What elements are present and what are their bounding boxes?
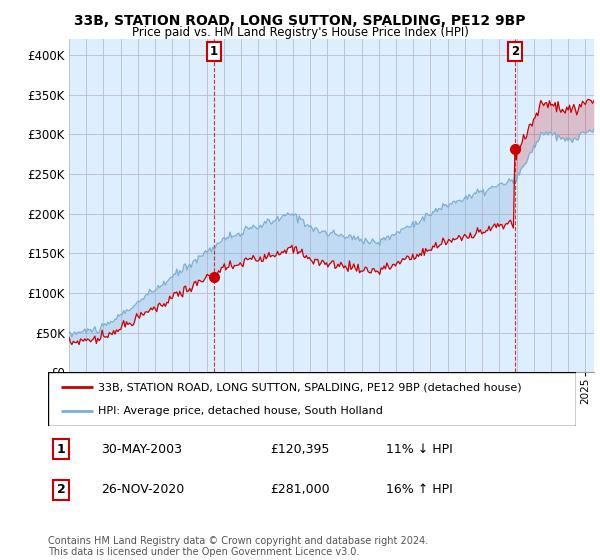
Text: 1: 1 xyxy=(57,442,65,456)
Text: 1: 1 xyxy=(209,45,218,58)
Text: £281,000: £281,000 xyxy=(270,483,329,496)
Text: 26-NOV-2020: 26-NOV-2020 xyxy=(101,483,184,496)
Text: 16% ↑ HPI: 16% ↑ HPI xyxy=(386,483,452,496)
Text: £120,395: £120,395 xyxy=(270,442,329,456)
Text: 33B, STATION ROAD, LONG SUTTON, SPALDING, PE12 9BP (detached house): 33B, STATION ROAD, LONG SUTTON, SPALDING… xyxy=(98,382,522,393)
Text: 2: 2 xyxy=(57,483,65,496)
Text: HPI: Average price, detached house, South Holland: HPI: Average price, detached house, Sout… xyxy=(98,405,383,416)
Text: 11% ↓ HPI: 11% ↓ HPI xyxy=(386,442,452,456)
Text: 2: 2 xyxy=(511,45,519,58)
Text: 33B, STATION ROAD, LONG SUTTON, SPALDING, PE12 9BP: 33B, STATION ROAD, LONG SUTTON, SPALDING… xyxy=(74,14,526,28)
Text: Contains HM Land Registry data © Crown copyright and database right 2024.
This d: Contains HM Land Registry data © Crown c… xyxy=(48,535,428,557)
Text: Price paid vs. HM Land Registry's House Price Index (HPI): Price paid vs. HM Land Registry's House … xyxy=(131,26,469,39)
Text: 30-MAY-2003: 30-MAY-2003 xyxy=(101,442,182,456)
